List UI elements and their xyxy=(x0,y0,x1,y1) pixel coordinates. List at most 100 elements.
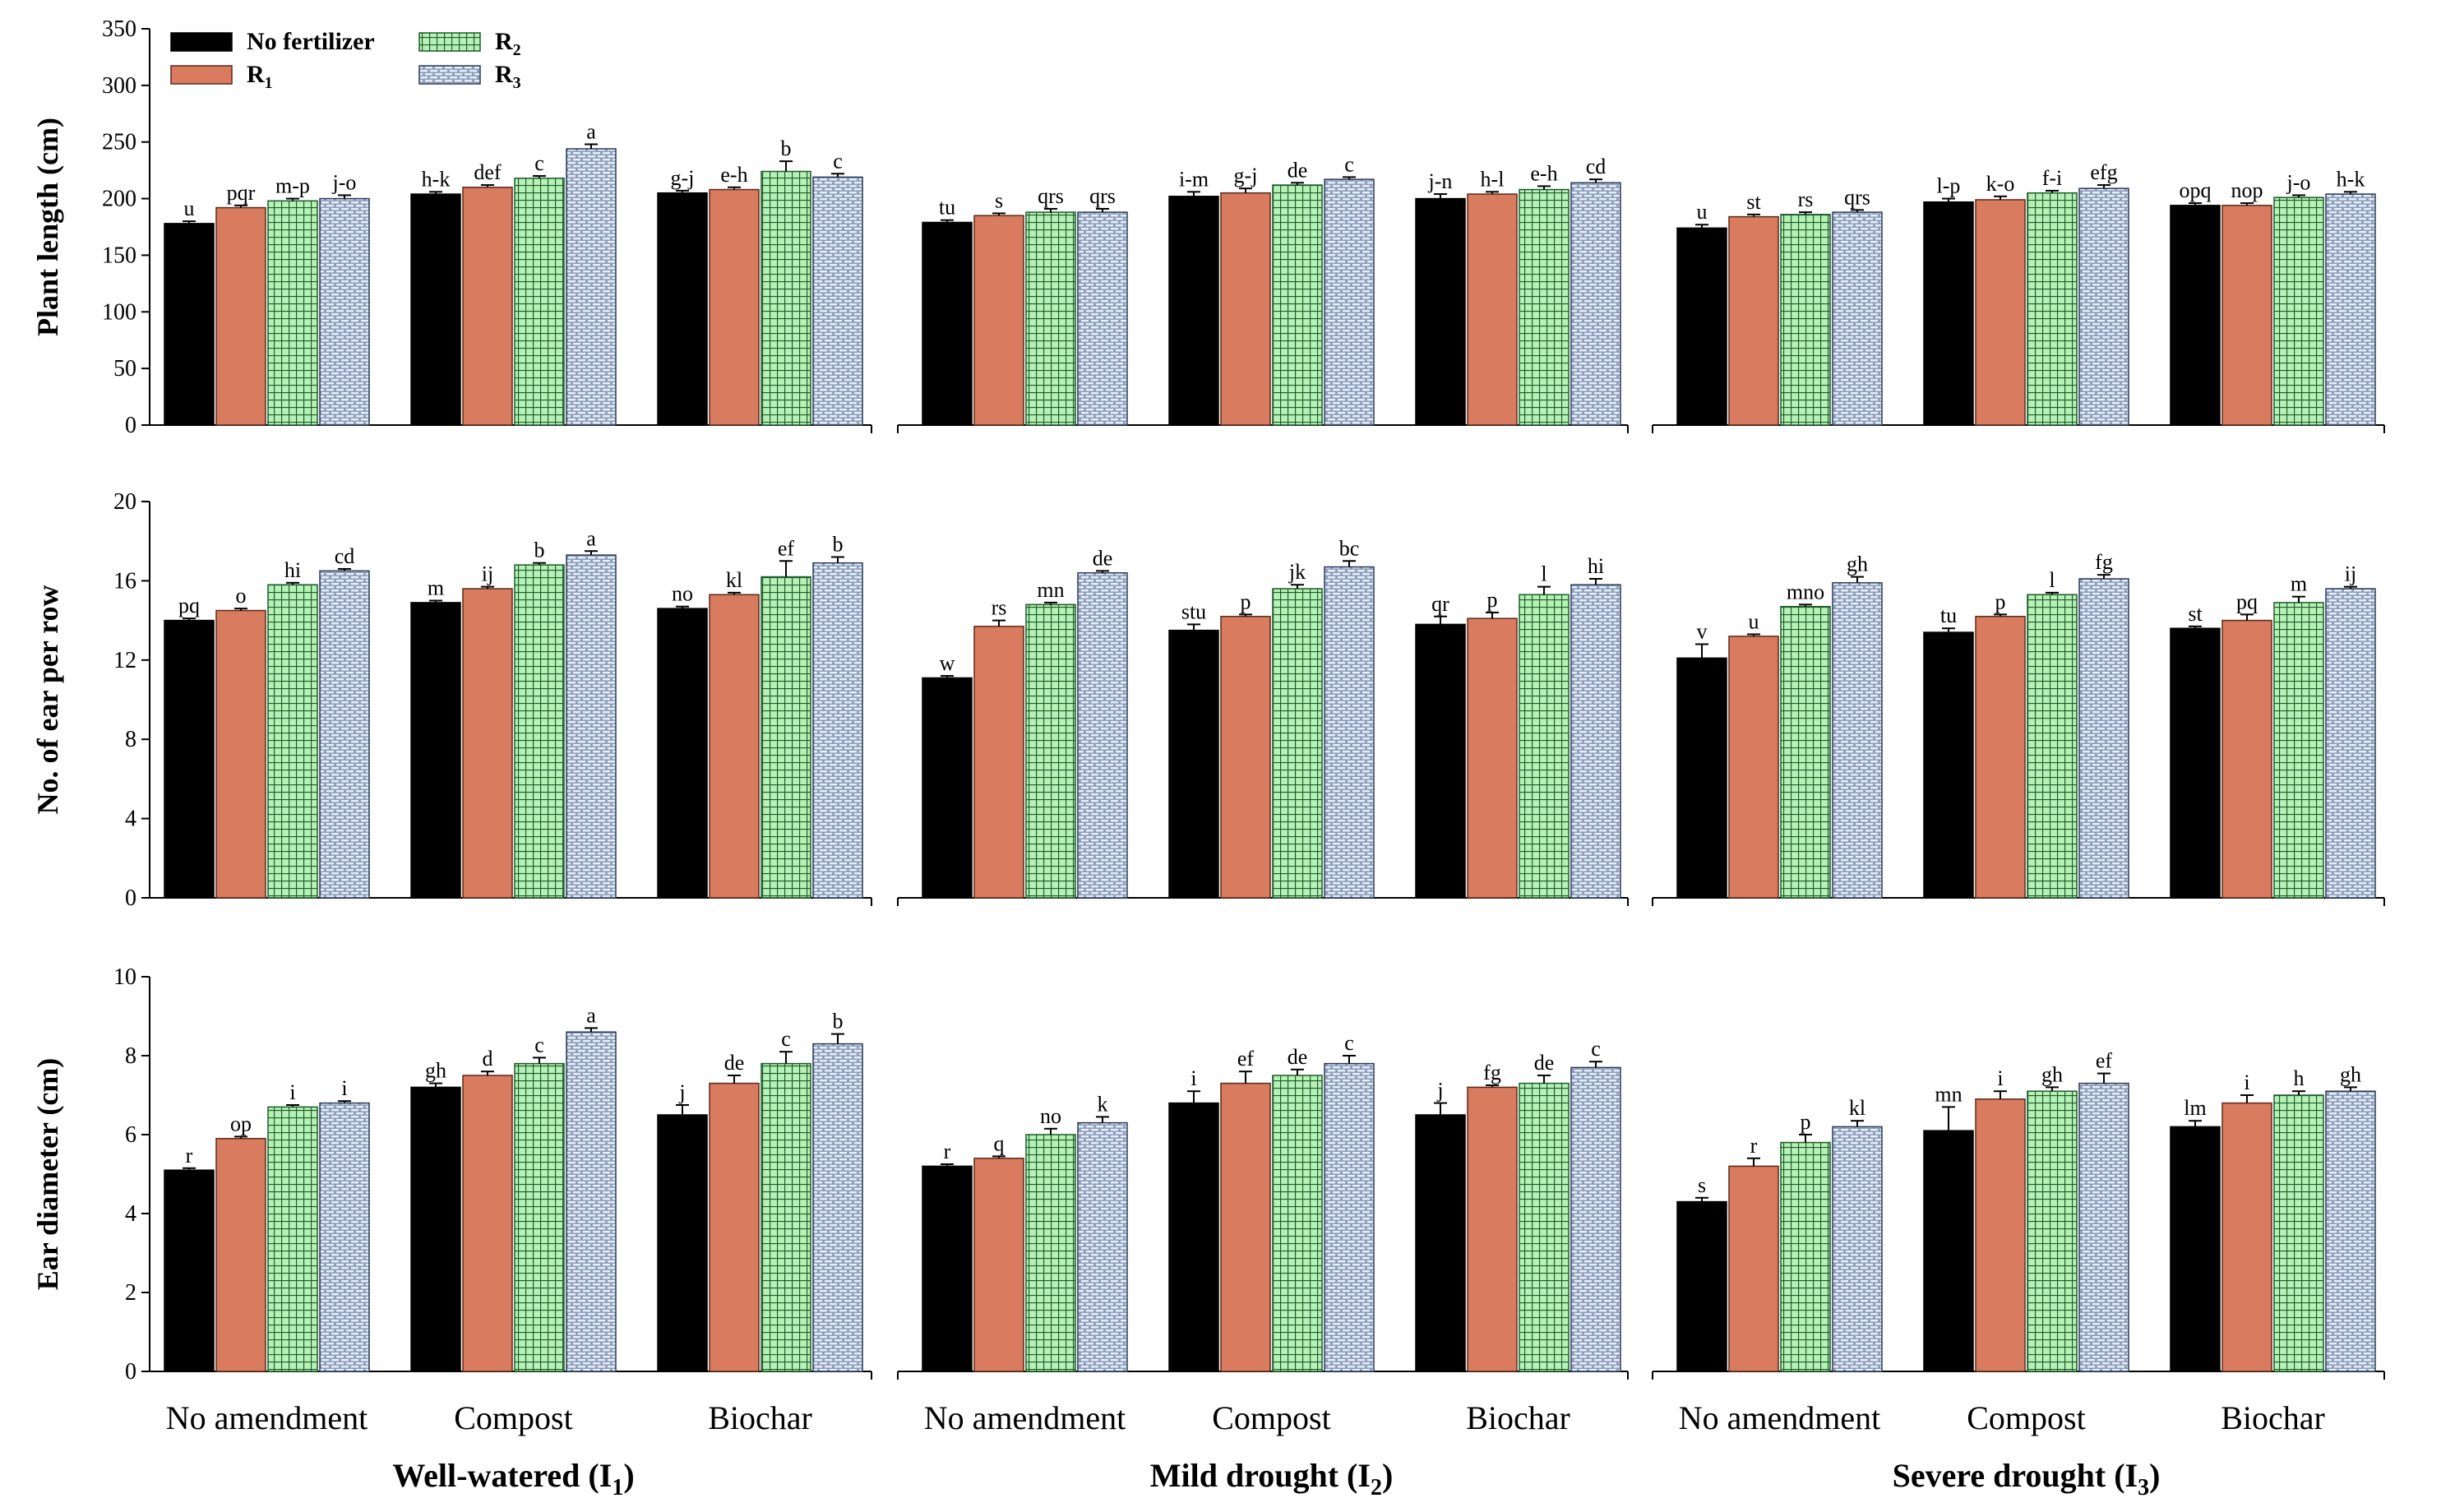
bar-r2 xyxy=(1780,214,1831,426)
bar-r1 xyxy=(1220,616,1271,899)
bar-r1 xyxy=(973,1158,1024,1372)
legend-label-text: R xyxy=(495,61,513,88)
significance-letter: w xyxy=(940,651,955,675)
significance-letter: qr xyxy=(1431,592,1449,616)
significance-letter: c xyxy=(781,1027,791,1051)
significance-letter: r xyxy=(944,1140,951,1163)
significance-letter: gh xyxy=(425,1059,446,1083)
significance-letter: u xyxy=(1697,200,1708,224)
legend-swatch xyxy=(170,32,233,52)
significance-letter: nop xyxy=(2231,178,2263,202)
bar-r3 xyxy=(1324,1062,1375,1372)
bar-r3 xyxy=(566,554,617,899)
x-category-label: No amendment xyxy=(166,1399,368,1436)
significance-letter: c xyxy=(833,149,843,173)
significance-letter: i xyxy=(2244,1070,2249,1094)
bar-r1 xyxy=(973,626,1024,899)
significance-letter: tu xyxy=(939,196,955,220)
panel-3: 0 2 4 6 8 10 Ear diameter (cm) r op i i gh d c a j de c b r… xyxy=(31,964,2385,1385)
significance-letter: v xyxy=(1697,620,1708,644)
condition-title: Well-watered (I1) xyxy=(392,1457,634,1500)
bar-none xyxy=(1676,1200,1727,1372)
significance-letter: k xyxy=(1098,1092,1108,1116)
legend-swatch xyxy=(418,32,481,52)
significance-letter: ef xyxy=(2096,1049,2113,1073)
condition-title-sub: 3 xyxy=(2138,1475,2149,1500)
significance-letter: ij xyxy=(2345,562,2356,586)
significance-letter: j-o xyxy=(332,170,357,194)
bar-none xyxy=(922,677,973,899)
condition-title: Severe drought (I3) xyxy=(1893,1457,2161,1500)
bar-none xyxy=(1415,1114,1466,1372)
bar-none xyxy=(1923,1130,1974,1372)
legend-item-r1: R1 xyxy=(170,61,273,92)
significance-letter: gh xyxy=(2041,1062,2063,1086)
bar-r2 xyxy=(761,170,811,426)
significance-letter: j-n xyxy=(1428,169,1453,193)
significance-letter: fg xyxy=(1483,1061,1501,1084)
bar-r1 xyxy=(215,206,266,426)
bar-r3 xyxy=(1077,572,1128,899)
significance-letter: j xyxy=(1436,1079,1443,1103)
bar-none xyxy=(1676,657,1727,899)
bar-r2 xyxy=(761,1062,811,1372)
bar-none xyxy=(410,602,461,899)
significance-letter: hi xyxy=(1588,554,1604,578)
significance-letter: de xyxy=(724,1051,745,1075)
legend-swatch xyxy=(418,65,481,85)
bar-r3 xyxy=(566,148,617,426)
x-category-label: Biochar xyxy=(708,1399,812,1436)
significance-letter: s xyxy=(1698,1173,1706,1197)
bar-r3 xyxy=(319,570,370,899)
bar-r1 xyxy=(215,609,266,899)
significance-letter: a xyxy=(586,1003,596,1027)
legend-label-sub: 1 xyxy=(265,74,273,92)
significance-letter: efg xyxy=(2090,160,2117,184)
bar-none xyxy=(1415,197,1466,426)
legend-label-text: R xyxy=(495,28,513,55)
significance-letter: a xyxy=(586,526,596,550)
significance-letter: s xyxy=(995,188,1003,212)
y-tick-label: 50 xyxy=(113,356,136,381)
bar-r2 xyxy=(514,1062,565,1372)
significance-letter: jk xyxy=(1288,560,1306,584)
bar-r1 xyxy=(1220,192,1271,426)
significance-letter: e-h xyxy=(720,163,747,187)
bar-none xyxy=(657,1114,708,1372)
bar-r2 xyxy=(1780,1141,1831,1372)
significance-letter: j-o xyxy=(2286,170,2311,194)
bar-none xyxy=(2170,205,2221,426)
bar-r2 xyxy=(2027,594,2078,899)
significance-letter: u xyxy=(1749,609,1759,633)
bar-none xyxy=(410,193,461,426)
significance-letter: c xyxy=(1344,1031,1354,1055)
significance-letter: l xyxy=(1541,562,1546,586)
significance-letter: lm xyxy=(2184,1096,2206,1120)
significance-letter: m-p xyxy=(275,174,310,198)
bar-r3 xyxy=(2078,187,2129,426)
significance-letter: e-h xyxy=(1530,161,1557,185)
condition-title-close: ) xyxy=(623,1457,634,1494)
significance-letter: c xyxy=(534,1033,544,1057)
x-category-label: Compost xyxy=(1967,1399,2085,1436)
significance-letter: i xyxy=(1190,1066,1196,1090)
bar-none xyxy=(2170,1126,2221,1372)
significance-letter: o xyxy=(236,584,247,608)
bar-none xyxy=(164,619,215,899)
bar-r2 xyxy=(2273,197,2324,426)
significance-letter: r xyxy=(186,1144,193,1168)
x-category-label: Compost xyxy=(1212,1399,1330,1436)
bar-none xyxy=(1923,631,1974,899)
bar-none xyxy=(922,1165,973,1372)
bar-none xyxy=(657,608,708,899)
legend-item-r2: R2 xyxy=(418,28,521,59)
significance-letter: q xyxy=(994,1131,1005,1155)
bar-r3 xyxy=(1832,211,1883,426)
y-tick-label: 0 xyxy=(125,413,136,438)
condition-title-sub: 1 xyxy=(612,1475,623,1500)
x-axis-labels: No amendment Compost Biochar Well-watered (… xyxy=(166,1399,2325,1500)
significance-letter: bc xyxy=(1339,536,1360,560)
bar-r1 xyxy=(709,188,760,426)
